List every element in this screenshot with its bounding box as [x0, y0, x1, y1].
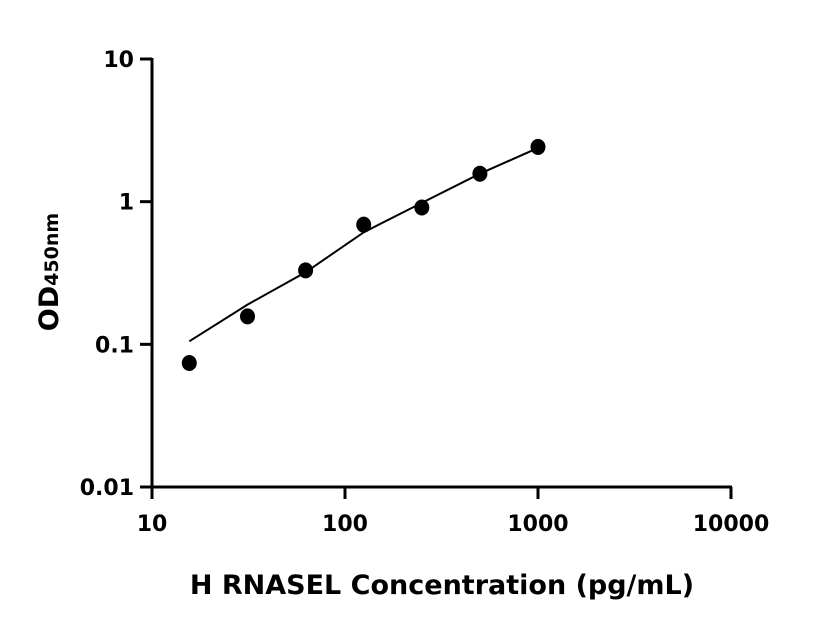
- data-point: [472, 165, 488, 182]
- y-axis-label-main: OD: [34, 286, 65, 331]
- x-tick-label: 10000: [693, 512, 770, 537]
- data-point: [181, 354, 197, 371]
- data-points-group: [181, 138, 546, 371]
- y-tick-label: 0.1: [95, 333, 134, 358]
- y-axis-label-sub: 450nm: [41, 213, 63, 286]
- x-axis-label: H RNASEL Concentration (pg/mL): [190, 570, 694, 601]
- data-point: [414, 199, 430, 216]
- data-point: [298, 262, 314, 279]
- data-point: [240, 308, 256, 325]
- x-tick-label: 10: [137, 512, 168, 537]
- y-tick-label: 0.01: [80, 476, 134, 501]
- data-point: [530, 138, 546, 155]
- axes: 10 100 1000 10000 0.01 0.1 1 10: [80, 48, 770, 537]
- y-tick-label: 1: [119, 191, 134, 216]
- y-tick-label: 10: [103, 48, 134, 73]
- x-tick-label: 100: [322, 512, 368, 537]
- y-axis-label: OD450nm: [34, 213, 65, 331]
- data-point: [356, 216, 372, 233]
- x-tick-label: 1000: [507, 512, 568, 537]
